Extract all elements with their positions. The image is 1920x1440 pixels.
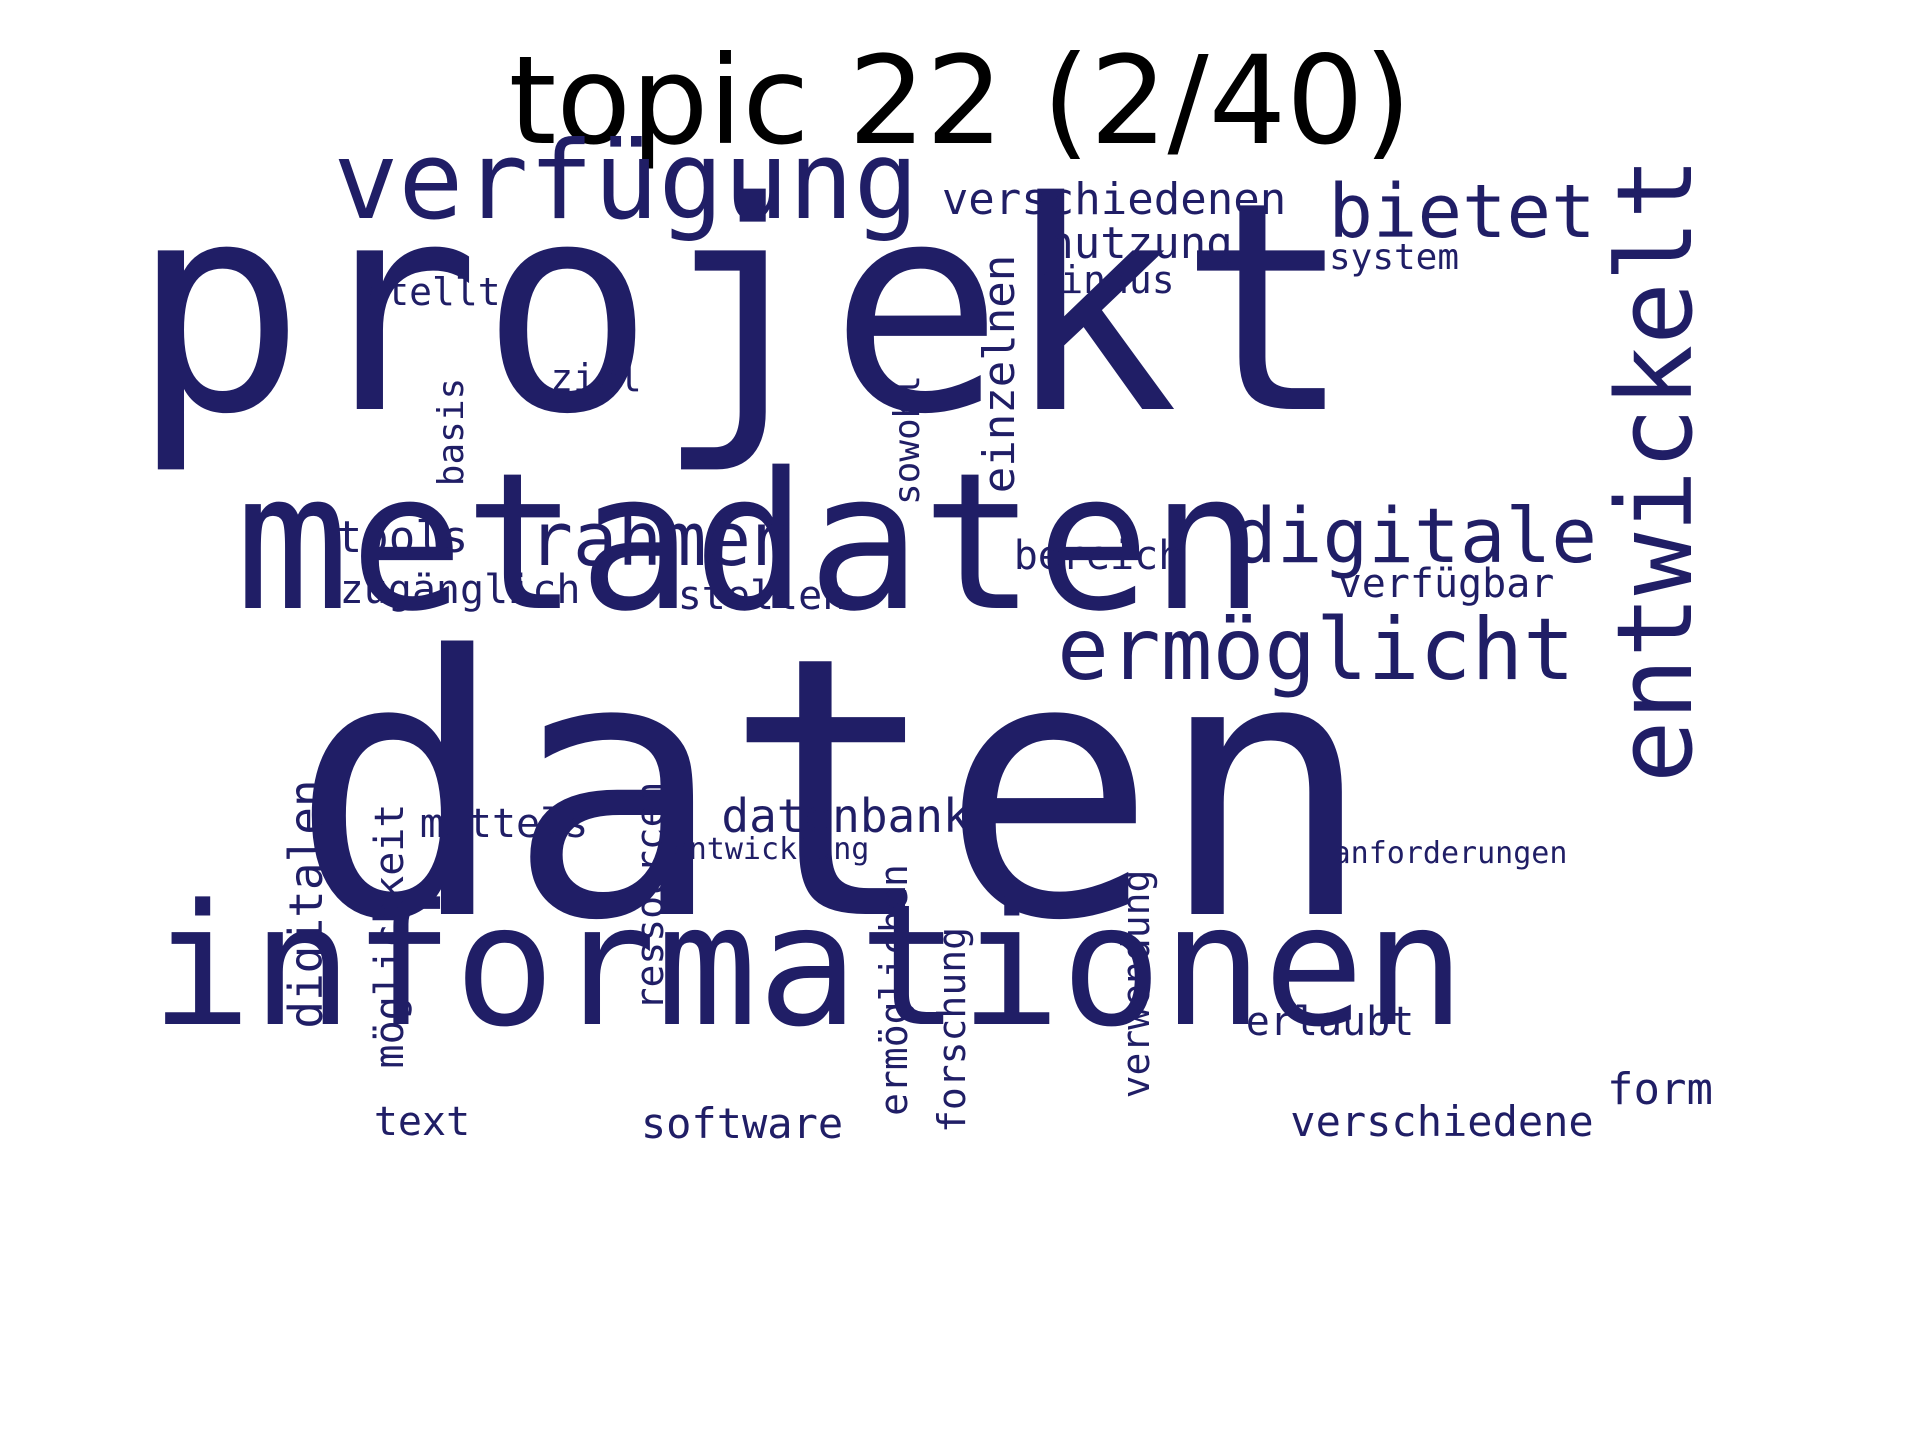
word-datenbank: datenbank	[721, 789, 971, 843]
word-anforderungen: anforderungen	[1332, 836, 1568, 871]
word-stellt: stellt	[363, 270, 501, 314]
word-verwendung: verwendung	[1114, 869, 1158, 1099]
word-projekt: projekt	[130, 141, 1354, 478]
word-ressourcen: ressourcen	[628, 781, 672, 1011]
word-verschiedenen: verschiedenen	[941, 174, 1287, 225]
word-entwickelt: entwickelt	[1594, 156, 1716, 784]
word-stellen: stellen	[677, 573, 847, 619]
word-metadaten: metadaten	[235, 432, 1265, 653]
word-moeglichkeit: möglichkeit	[367, 803, 413, 1069]
word-verfuegung: verfügung	[333, 119, 919, 244]
word-sowohl: sowohl	[887, 374, 928, 506]
word-einzelnen: einzelnen	[974, 254, 1025, 494]
word-ermoeglichen: ermöglichen	[872, 864, 916, 1116]
word-rahmen: rahmen	[528, 497, 796, 583]
word-daten: daten	[290, 580, 1374, 999]
word-nutzung: nutzung	[1047, 218, 1233, 269]
word-ermoeglicht: ermöglicht	[1057, 600, 1575, 700]
word-hinaus: hinaus	[1037, 258, 1175, 302]
word-verfuegbar: verfügbar	[1337, 561, 1555, 607]
word-digitale: digitale	[1230, 491, 1598, 580]
word-ziel: ziel	[550, 356, 642, 400]
word-erlaubt: erlaubt	[1245, 999, 1415, 1045]
word-informationen: informationen	[150, 868, 1466, 1064]
word-system: system	[1328, 237, 1460, 278]
word-basis: basis	[431, 377, 472, 487]
word-digitalen: digitalen	[279, 779, 333, 1029]
word-entwicklung: entwicklung	[670, 832, 870, 867]
word-mittels: mittels	[419, 801, 589, 847]
word-bereich: bereich	[1013, 533, 1183, 579]
chart-title: topic 22 (2/40)	[508, 30, 1412, 172]
word-zugaenglich: zugänglich	[339, 567, 581, 613]
word-text: text	[373, 1099, 471, 1145]
word-forschung: forschung	[930, 927, 974, 1133]
word-form: form	[1607, 1064, 1713, 1115]
word-bietet: bietet	[1328, 169, 1596, 255]
word-software: software	[640, 1099, 844, 1148]
word-tools: tools	[335, 512, 469, 563]
word-verschiedene: verschiedene	[1290, 1097, 1594, 1146]
